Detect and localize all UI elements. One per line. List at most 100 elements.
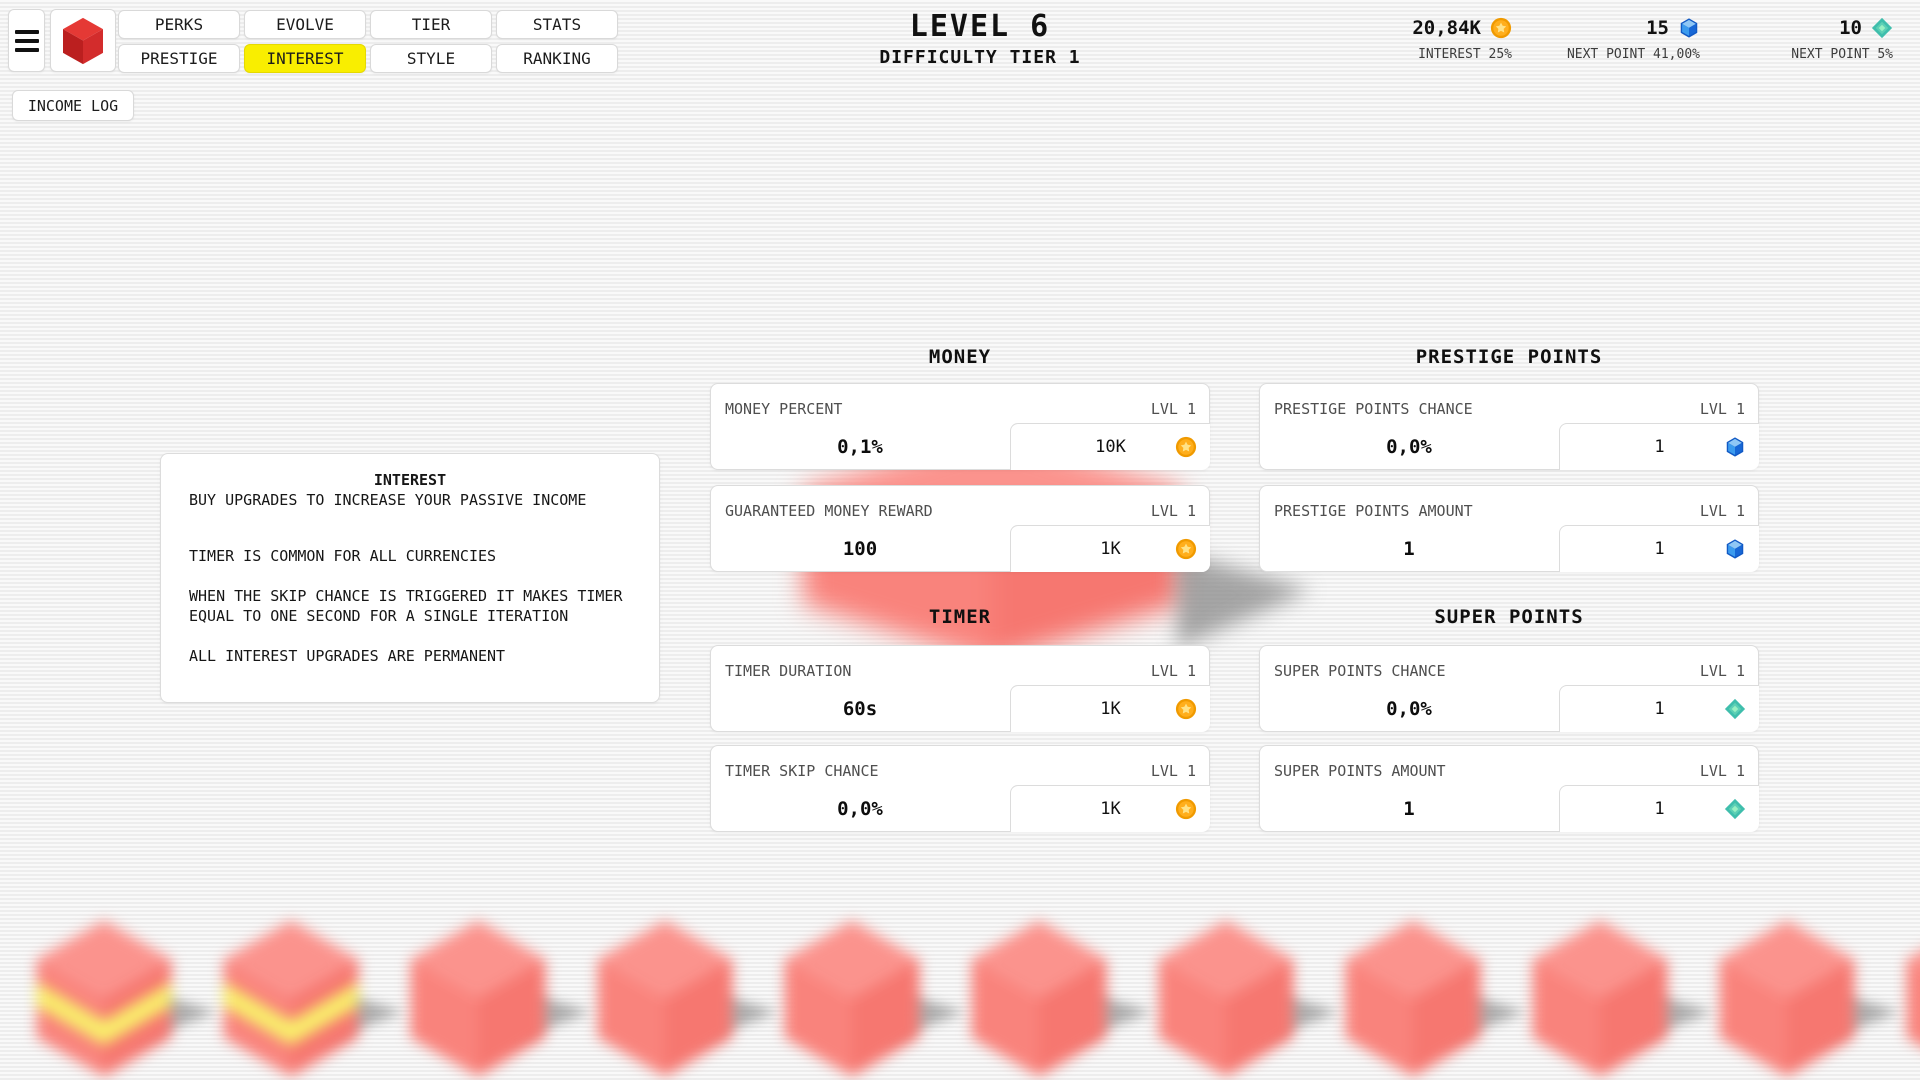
tab-style[interactable]: STYLE [370,44,492,73]
red-cube-blurred-icon [1338,916,1488,1080]
upgrade-level: LVL 1 [1150,762,1196,780]
upgrade-level: LVL 1 [1699,502,1745,520]
coin-icon [1490,17,1512,39]
coin-icon [1175,698,1197,720]
upgrade-level: LVL 1 [1699,400,1745,418]
red-cube-blurred-icon [590,916,740,1080]
upgrade-name: SUPER POINTS CHANCE [1274,662,1446,680]
blurred-cube [1899,916,1920,1080]
upgrade-value: 0,0% [1386,436,1432,458]
level-title: LEVEL 6 [909,9,1051,44]
upgrade-cost: 1 [1654,699,1665,719]
coin-icon [1175,436,1197,458]
upgrade-cost: 1K [1100,539,1121,559]
info-paragraph: WHEN THE SKIP CHANCE IS TRIGGERED IT MAK… [189,587,623,625]
upgrade-value: 1 [1403,798,1415,820]
coin-icon [1175,538,1197,560]
upgrade-value: 0,1% [837,436,883,458]
tab-prestige[interactable]: PRESTIGE [118,44,240,73]
blurred-cube [29,916,217,1080]
super-next-point-label: NEXT POINT 5% [1791,47,1893,62]
difficulty-subtitle: DIFFICULTY TIER 1 [879,47,1081,68]
interest-info-panel: INTEREST BUY UPGRADES TO INCREASE YOUR P… [160,453,660,703]
upgrade-card-money-percent: MONEY PERCENT LVL 1 0,1% 10K [710,383,1210,470]
upgrade-cost: 1K [1100,699,1121,719]
upgrade-level: LVL 1 [1150,662,1196,680]
upgrade-value: 0,0% [1386,698,1432,720]
super-diamond-icon [1724,798,1746,820]
red-cube-blurred-icon [777,916,927,1080]
upgrade-name: TIMER SKIP CHANCE [725,762,879,780]
buy-upgrade-button[interactable]: 1K [1010,785,1210,832]
upgrade-name: SUPER POINTS AMOUNT [1274,762,1446,780]
red-cube-logo-icon [60,16,106,66]
tab-interest[interactable]: INTEREST [244,44,366,73]
currency-money: 20,84K INTEREST 25% [1412,16,1512,62]
info-paragraph: ALL INTEREST UPGRADES ARE PERMANENT [189,647,506,665]
upgrade-level: LVL 1 [1150,502,1196,520]
blurred-cube [1338,916,1526,1080]
upgrade-cost: 1 [1654,437,1665,457]
tab-ranking[interactable]: RANKING [496,44,618,73]
coin-icon [1175,798,1197,820]
upgrade-level: LVL 1 [1699,662,1745,680]
red-cube-blurred-icon [964,916,1114,1080]
striped-cube-icon [216,916,366,1080]
level-header: LEVEL 6 DIFFICULTY TIER 1 [780,9,1180,69]
info-panel-title: INTEREST [373,471,447,489]
tab-stats[interactable]: STATS [496,10,618,39]
tab-evolve[interactable]: EVOLVE [244,10,366,39]
income-log-button[interactable]: INCOME LOG [12,90,134,121]
tab-tier[interactable]: TIER [370,10,492,39]
red-cube-blurred-icon [1712,916,1862,1080]
upgrade-cost: 10K [1095,437,1126,457]
logo-button[interactable] [50,9,116,72]
upgrade-card-super-points-chance: SUPER POINTS CHANCE LVL 1 0,0% 1 [1259,645,1759,732]
upgrade-card-super-points-amount: SUPER POINTS AMOUNT LVL 1 1 1 [1259,745,1759,832]
section-title-timer: TIMER [928,606,992,628]
red-cube-blurred-icon [1899,916,1920,1080]
upgrade-value: 1 [1403,538,1415,560]
upgrade-card-guaranteed-money-reward: GUARANTEED MONEY REWARD LVL 1 100 1K [710,485,1210,572]
upgrade-cost: 1 [1654,799,1665,819]
buy-upgrade-button[interactable]: 1 [1559,685,1759,732]
buy-upgrade-button[interactable]: 1 [1559,785,1759,832]
upgrade-cost: 1 [1654,539,1665,559]
blurred-cube [964,916,1152,1080]
section-title-prestige: PRESTIGE POINTS [1415,346,1603,368]
hamburger-icon [14,29,39,34]
upgrade-name: PRESTIGE POINTS AMOUNT [1274,502,1473,520]
info-paragraph: TIMER IS COMMON FOR ALL CURRENCIES [189,547,497,565]
upgrade-name: MONEY PERCENT [725,400,843,418]
interest-rate-label: INTEREST 25% [1418,47,1512,62]
section-title-super: SUPER POINTS [1434,606,1584,628]
buy-upgrade-button[interactable]: 1K [1010,685,1210,732]
upgrade-name: TIMER DURATION [725,662,852,680]
red-cube-blurred-icon [1151,916,1301,1080]
buy-upgrade-button[interactable]: 10K [1010,423,1210,470]
upgrade-level: LVL 1 [1150,400,1196,418]
currency-prestige-points: 15 NEXT POINT 41,00% [1567,16,1700,62]
upgrade-name: PRESTIGE POINTS CHANCE [1274,400,1473,418]
upgrade-level: LVL 1 [1699,762,1745,780]
menu-button[interactable] [8,9,45,72]
super-diamond-icon [1871,17,1893,39]
upgrade-card-timer-duration: TIMER DURATION LVL 1 60s 1K [710,645,1210,732]
upgrade-card-timer-skip-chance: TIMER SKIP CHANCE LVL 1 0,0% 1K [710,745,1210,832]
upgrade-name: GUARANTEED MONEY REWARD [725,502,933,520]
buy-upgrade-button[interactable]: 1K [1010,525,1210,572]
striped-cube-icon [29,916,179,1080]
blurred-cube [216,916,404,1080]
prestige-points-amount: 15 [1646,17,1669,39]
blurred-cube [1712,916,1900,1080]
upgrade-card-prestige-points-amount: PRESTIGE POINTS AMOUNT LVL 1 1 1 [1259,485,1759,572]
buy-upgrade-button[interactable]: 1 [1559,423,1759,470]
buy-upgrade-button[interactable]: 1 [1559,525,1759,572]
prestige-gem-icon [1678,17,1700,39]
upgrade-value: 0,0% [837,798,883,820]
tab-perks[interactable]: PERKS [118,10,240,39]
blurred-cube [403,916,591,1080]
prestige-gem-icon [1724,538,1746,560]
red-cube-blurred-icon [1525,916,1675,1080]
